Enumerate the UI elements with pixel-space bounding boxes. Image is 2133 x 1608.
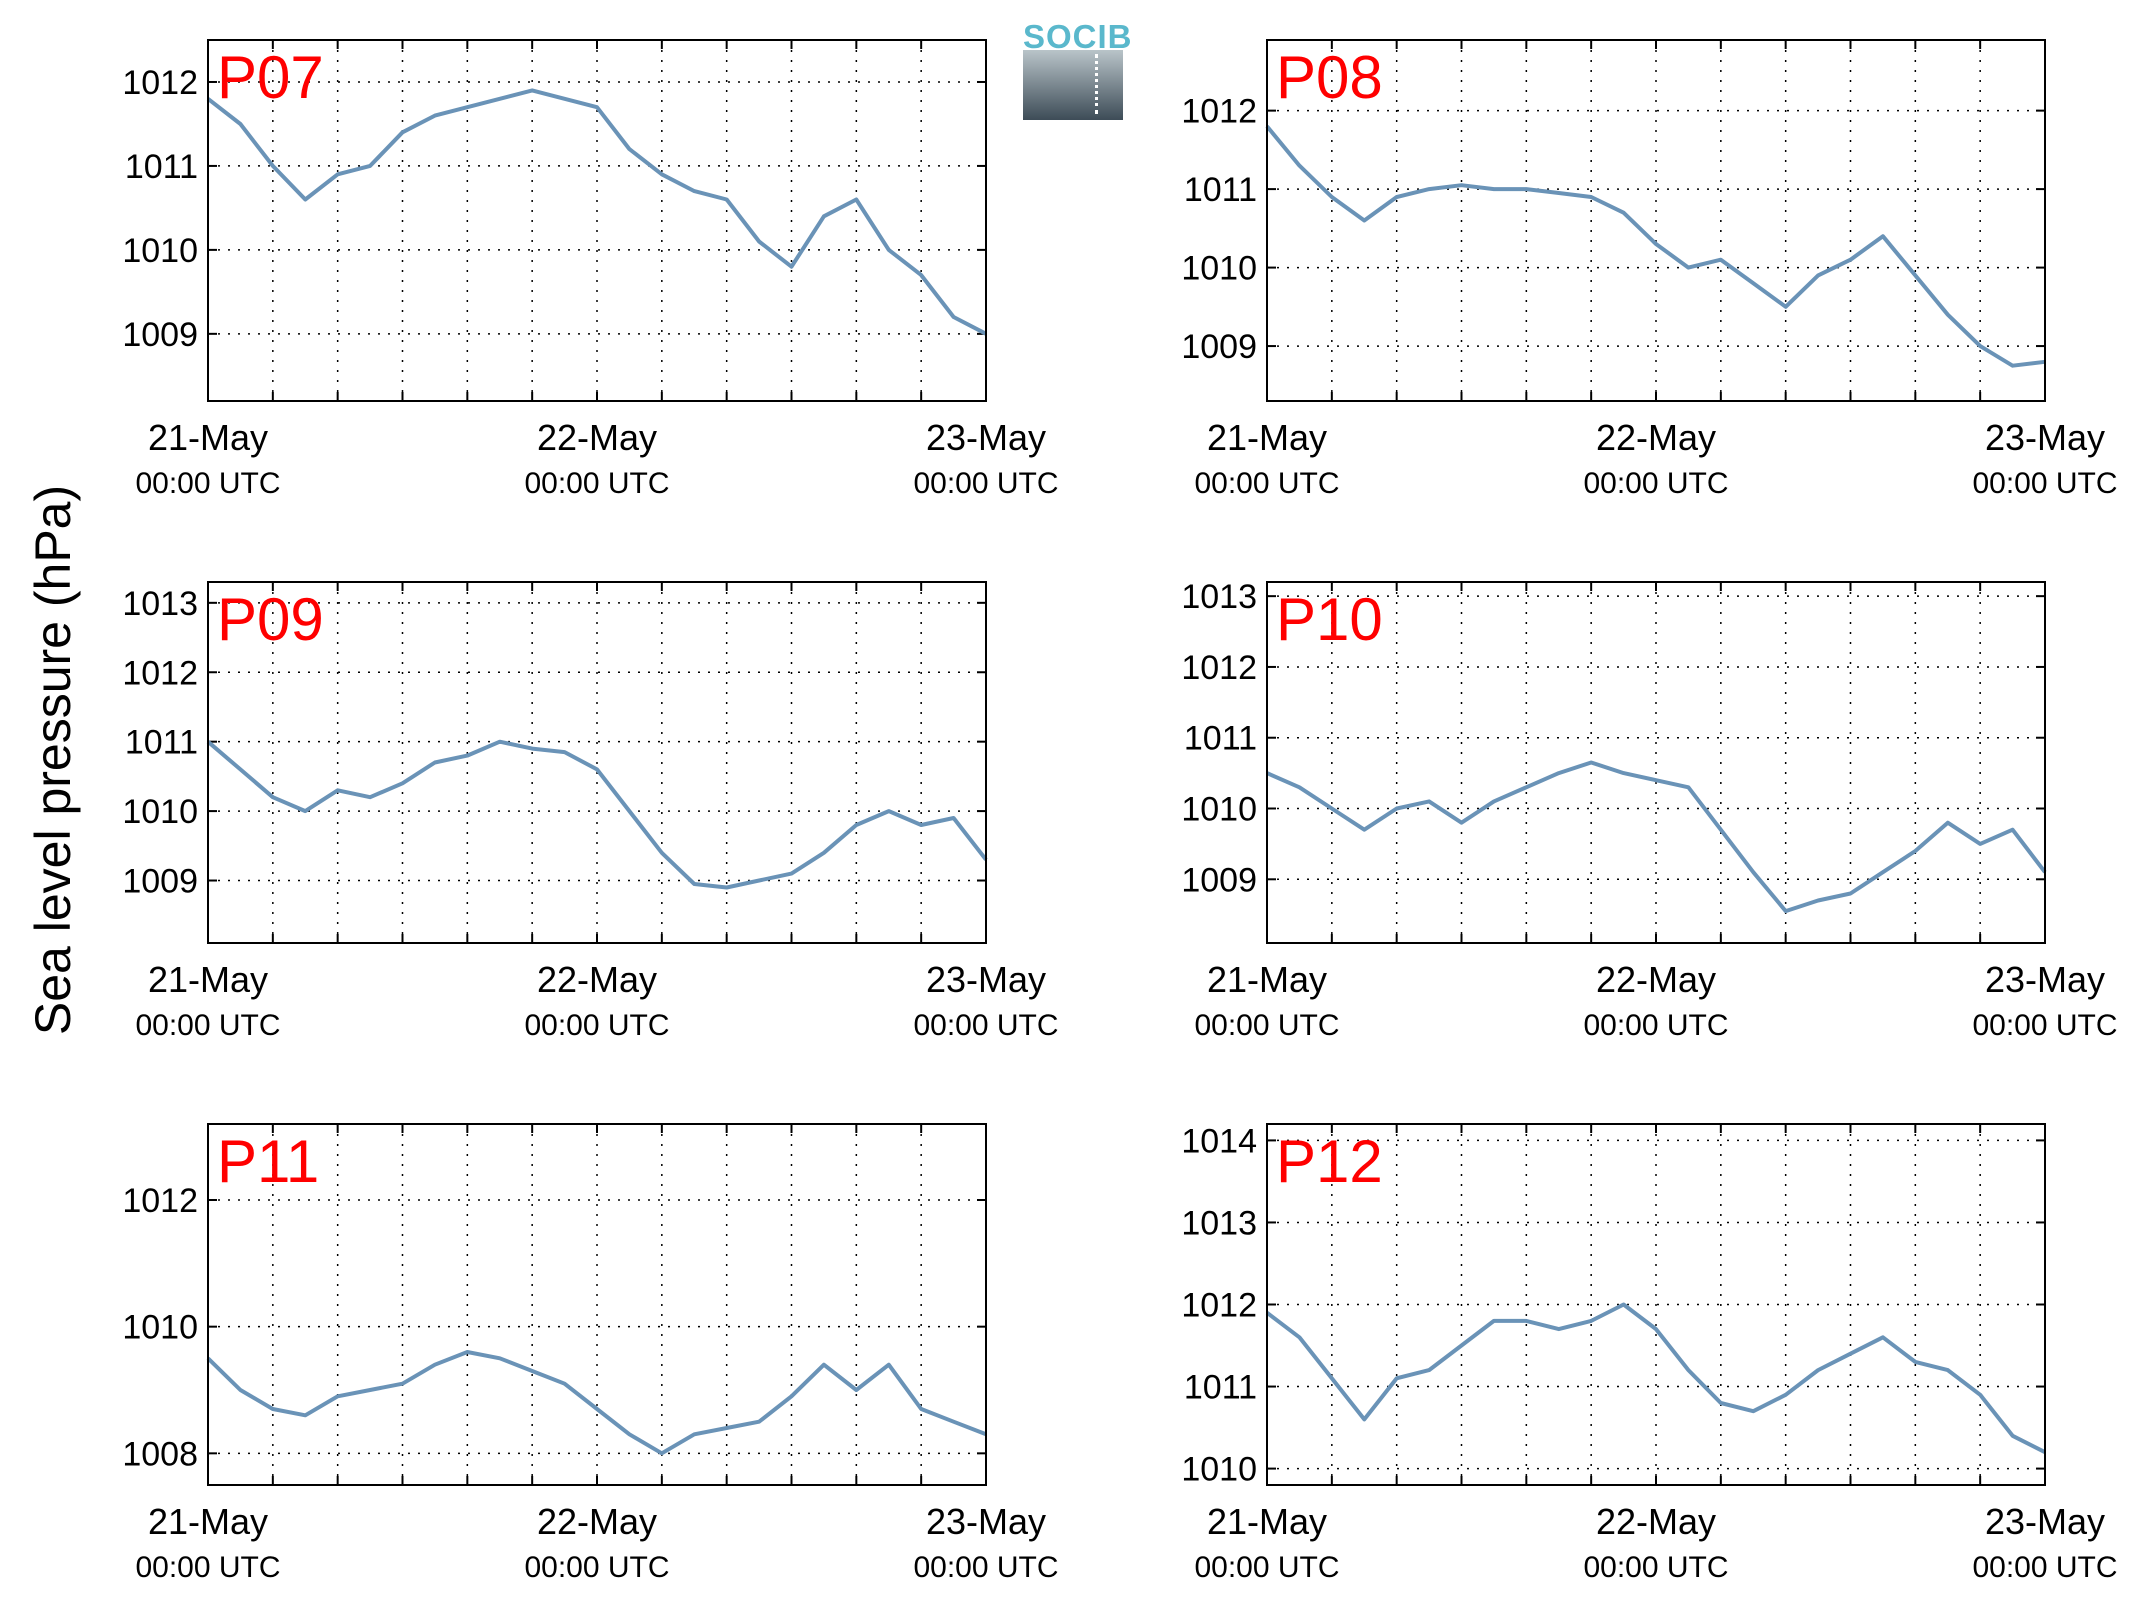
y-tick-label: 1009 (122, 316, 198, 354)
x-tick-date-label: 22-May (1596, 959, 1716, 1000)
x-tick-time-label: 00:00 UTC (135, 467, 280, 500)
panel-label: P08 (1276, 44, 1383, 111)
x-tick-time-label: 00:00 UTC (1194, 467, 1339, 500)
axes-box (207, 39, 987, 402)
chart-panel-p07: 1009 1010 1011 1012 21-May 00:00 UTC 22-May 00:… (122, 39, 1059, 500)
x-tick-time-label: 00:00 UTC (1972, 1551, 2117, 1584)
y-tick-label: 1010 (122, 232, 198, 270)
y-tick-label: 1008 (122, 1435, 198, 1473)
panel-label: P12 (1276, 1128, 1383, 1195)
y-tick-label: 1009 (1181, 861, 1257, 899)
x-tick-date-label: 21-May (1207, 1501, 1327, 1542)
x-tick-date-label: 23-May (926, 959, 1046, 1000)
chart-panel-p10: 1009 1010 1011 1012 1013 21-May 00:00 UTC 22-Ma… (1181, 578, 2117, 1042)
x-tick-time-label: 00:00 UTC (524, 467, 669, 500)
y-tick-label: 1010 (122, 1309, 198, 1347)
x-tick-time-label: 00:00 UTC (1194, 1551, 1339, 1584)
y-tick-label: 1011 (1184, 720, 1257, 758)
series-line (206, 88, 987, 336)
y-tick-label: 1013 (1181, 1204, 1257, 1242)
chart-panel-p12: 1010 1011 1012 1013 1014 21-May 00:00 UTC 22-Ma… (1181, 1122, 2117, 1584)
x-tick-date-label: 22-May (537, 959, 657, 1000)
x-tick-date-label: 22-May (537, 1501, 657, 1542)
x-tick-time-label: 00:00 UTC (135, 1009, 280, 1042)
axes-box (207, 581, 987, 944)
axes-box (207, 1123, 987, 1486)
y-tick-label: 1012 (122, 654, 198, 692)
panel-label: P10 (1276, 586, 1383, 653)
x-tick-time-label: 00:00 UTC (135, 1551, 280, 1584)
x-tick-date-label: 22-May (1596, 1501, 1716, 1542)
y-axis-label: Sea level pressure (hPa) (25, 485, 81, 1035)
y-tick-label: 1012 (122, 1182, 198, 1220)
x-tick-date-label: 21-May (148, 1501, 268, 1542)
x-tick-date-label: 23-May (1985, 959, 2105, 1000)
x-tick-time-label: 00:00 UTC (1972, 467, 2117, 500)
series-line (206, 739, 988, 890)
chart-panel-p09: 1009 1010 1011 1012 1013 21-May 00:00 UTC 22-Ma… (122, 581, 1059, 1042)
socib-logo-graphic (1023, 50, 1123, 120)
x-tick-date-label: 23-May (926, 1501, 1046, 1542)
panel-label: P07 (217, 44, 324, 111)
socib-logo-text: SOCIB (1023, 18, 1133, 55)
chart-panel-p08: 1009 1010 1011 1012 21-May 00:00 UTC 22-May 00:… (1181, 39, 2118, 500)
y-tick-label: 1010 (1181, 1451, 1257, 1489)
y-tick-label: 1011 (1184, 171, 1257, 209)
x-tick-time-label: 00:00 UTC (913, 1551, 1058, 1584)
series-line (1266, 760, 2047, 914)
y-tick-label: 1010 (1181, 250, 1257, 288)
chart-panel-p11: 1008 1010 1012 21-May 00:00 UTC 22-May 00:00 U… (122, 1123, 1059, 1584)
axes-box (1266, 1123, 2046, 1486)
y-tick-label: 1014 (1181, 1122, 1257, 1160)
y-tick-label: 1013 (122, 585, 198, 623)
axes-box (1266, 581, 2046, 944)
x-tick-date-label: 22-May (1596, 417, 1716, 458)
panels: 1009 1010 1011 1012 21-May 00:00 UTC 22-May 00:… (122, 39, 2118, 1584)
y-tick-label: 1011 (125, 724, 198, 762)
y-tick-label: 1010 (1181, 791, 1257, 829)
x-tick-date-label: 23-May (926, 417, 1046, 458)
x-tick-date-label: 21-May (148, 959, 268, 1000)
x-tick-time-label: 00:00 UTC (913, 1009, 1058, 1042)
y-tick-label: 1012 (1181, 93, 1257, 131)
x-tick-date-label: 23-May (1985, 417, 2105, 458)
y-tick-label: 1009 (1181, 328, 1257, 366)
y-tick-label: 1012 (1181, 1287, 1257, 1325)
series-line (1265, 1302, 2046, 1454)
x-tick-time-label: 00:00 UTC (1583, 1551, 1728, 1584)
x-tick-time-label: 00:00 UTC (1583, 467, 1728, 500)
socib-logo-line (1095, 54, 1098, 114)
x-tick-time-label: 00:00 UTC (1583, 1009, 1728, 1042)
x-tick-time-label: 00:00 UTC (1972, 1009, 2117, 1042)
y-tick-label: 1013 (1181, 578, 1257, 616)
x-tick-date-label: 21-May (1207, 959, 1327, 1000)
y-tick-label: 1011 (1184, 1369, 1257, 1407)
x-tick-time-label: 00:00 UTC (524, 1551, 669, 1584)
panel-label: P09 (217, 586, 324, 653)
series-line (206, 1350, 987, 1456)
x-tick-date-label: 21-May (148, 417, 268, 458)
y-tick-label: 1012 (122, 64, 198, 102)
y-tick-label: 1012 (1181, 649, 1257, 687)
x-tick-date-label: 23-May (1985, 1501, 2105, 1542)
y-tick-label: 1011 (125, 148, 198, 186)
panel-label: P11 (217, 1128, 319, 1195)
y-tick-label: 1009 (122, 863, 198, 901)
x-tick-time-label: 00:00 UTC (524, 1009, 669, 1042)
axes-box (1266, 39, 2046, 402)
x-tick-date-label: 21-May (1207, 417, 1327, 458)
x-tick-time-label: 00:00 UTC (913, 467, 1058, 500)
y-tick-label: 1010 (122, 793, 198, 831)
socib-logo: SOCIB (1023, 18, 1133, 120)
x-tick-date-label: 22-May (537, 417, 657, 458)
series-line (1265, 125, 2046, 368)
x-tick-time-label: 00:00 UTC (1194, 1009, 1339, 1042)
